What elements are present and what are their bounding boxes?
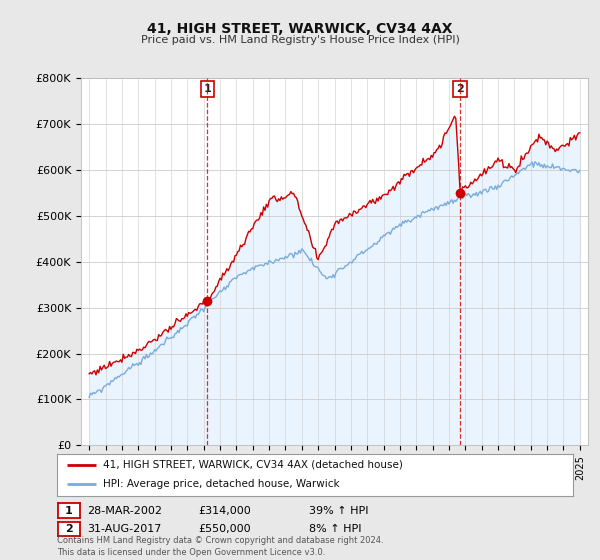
- Text: Contains HM Land Registry data © Crown copyright and database right 2024.
This d: Contains HM Land Registry data © Crown c…: [57, 536, 383, 557]
- Text: 8% ↑ HPI: 8% ↑ HPI: [309, 524, 361, 534]
- Text: 2: 2: [65, 524, 73, 534]
- Text: 41, HIGH STREET, WARWICK, CV34 4AX (detached house): 41, HIGH STREET, WARWICK, CV34 4AX (deta…: [103, 460, 403, 470]
- Text: 41, HIGH STREET, WARWICK, CV34 4AX: 41, HIGH STREET, WARWICK, CV34 4AX: [147, 22, 453, 36]
- Text: 31-AUG-2017: 31-AUG-2017: [87, 524, 161, 534]
- Text: 1: 1: [65, 506, 73, 516]
- Text: 2: 2: [456, 84, 464, 94]
- Text: HPI: Average price, detached house, Warwick: HPI: Average price, detached house, Warw…: [103, 479, 340, 489]
- Text: 1: 1: [203, 84, 211, 94]
- Text: £550,000: £550,000: [198, 524, 251, 534]
- Text: 28-MAR-2002: 28-MAR-2002: [87, 506, 162, 516]
- Text: 39% ↑ HPI: 39% ↑ HPI: [309, 506, 368, 516]
- Text: Price paid vs. HM Land Registry's House Price Index (HPI): Price paid vs. HM Land Registry's House …: [140, 35, 460, 45]
- Text: £314,000: £314,000: [198, 506, 251, 516]
